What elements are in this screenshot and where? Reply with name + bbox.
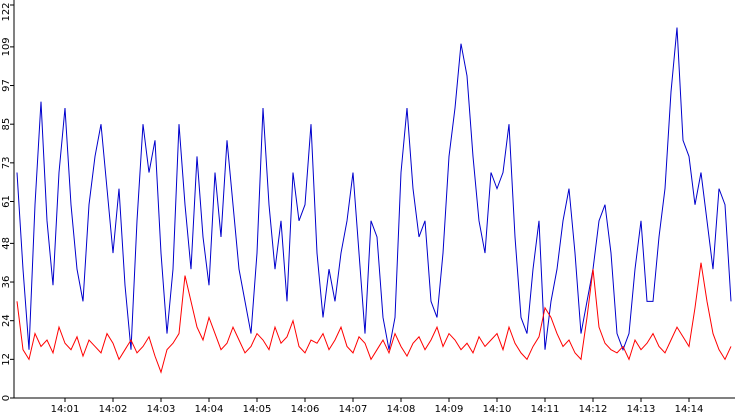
- x-tick-label: 14:12: [579, 404, 608, 415]
- x-tick-label: 14:14: [675, 404, 704, 415]
- y-tick-label: 122: [1, 2, 12, 21]
- x-tick-label: 14:11: [531, 404, 560, 415]
- y-tick-label: 97: [1, 79, 12, 92]
- x-tick-label: 14:03: [147, 404, 176, 415]
- x-tick-label: 14:09: [435, 404, 464, 415]
- x-tick-label: 14:10: [483, 404, 512, 415]
- x-tick-label: 14:06: [291, 404, 320, 415]
- y-tick-label: 73: [1, 156, 12, 169]
- series-line: [16, 262, 732, 374]
- x-tick-label: 14:07: [339, 404, 368, 415]
- y-tick-label: 109: [1, 37, 12, 56]
- y-tick-label: 12: [1, 353, 12, 366]
- x-tick-label: 14:05: [243, 404, 272, 415]
- y-tick-label: 0: [1, 395, 12, 401]
- y-tick-label: 24: [1, 314, 12, 327]
- x-tick-label: 14:04: [195, 404, 224, 415]
- y-tick-label: 61: [1, 195, 12, 208]
- x-tick-label: 14:02: [99, 404, 128, 415]
- series-line: [16, 27, 732, 352]
- y-tick-label: 85: [1, 118, 12, 131]
- x-tick-label: 14:01: [51, 404, 80, 415]
- x-tick-label: 14:13: [627, 404, 656, 415]
- y-tick-label: 36: [1, 276, 12, 289]
- x-tick-label: 14:08: [387, 404, 416, 415]
- y-tick-label: 48: [1, 237, 12, 250]
